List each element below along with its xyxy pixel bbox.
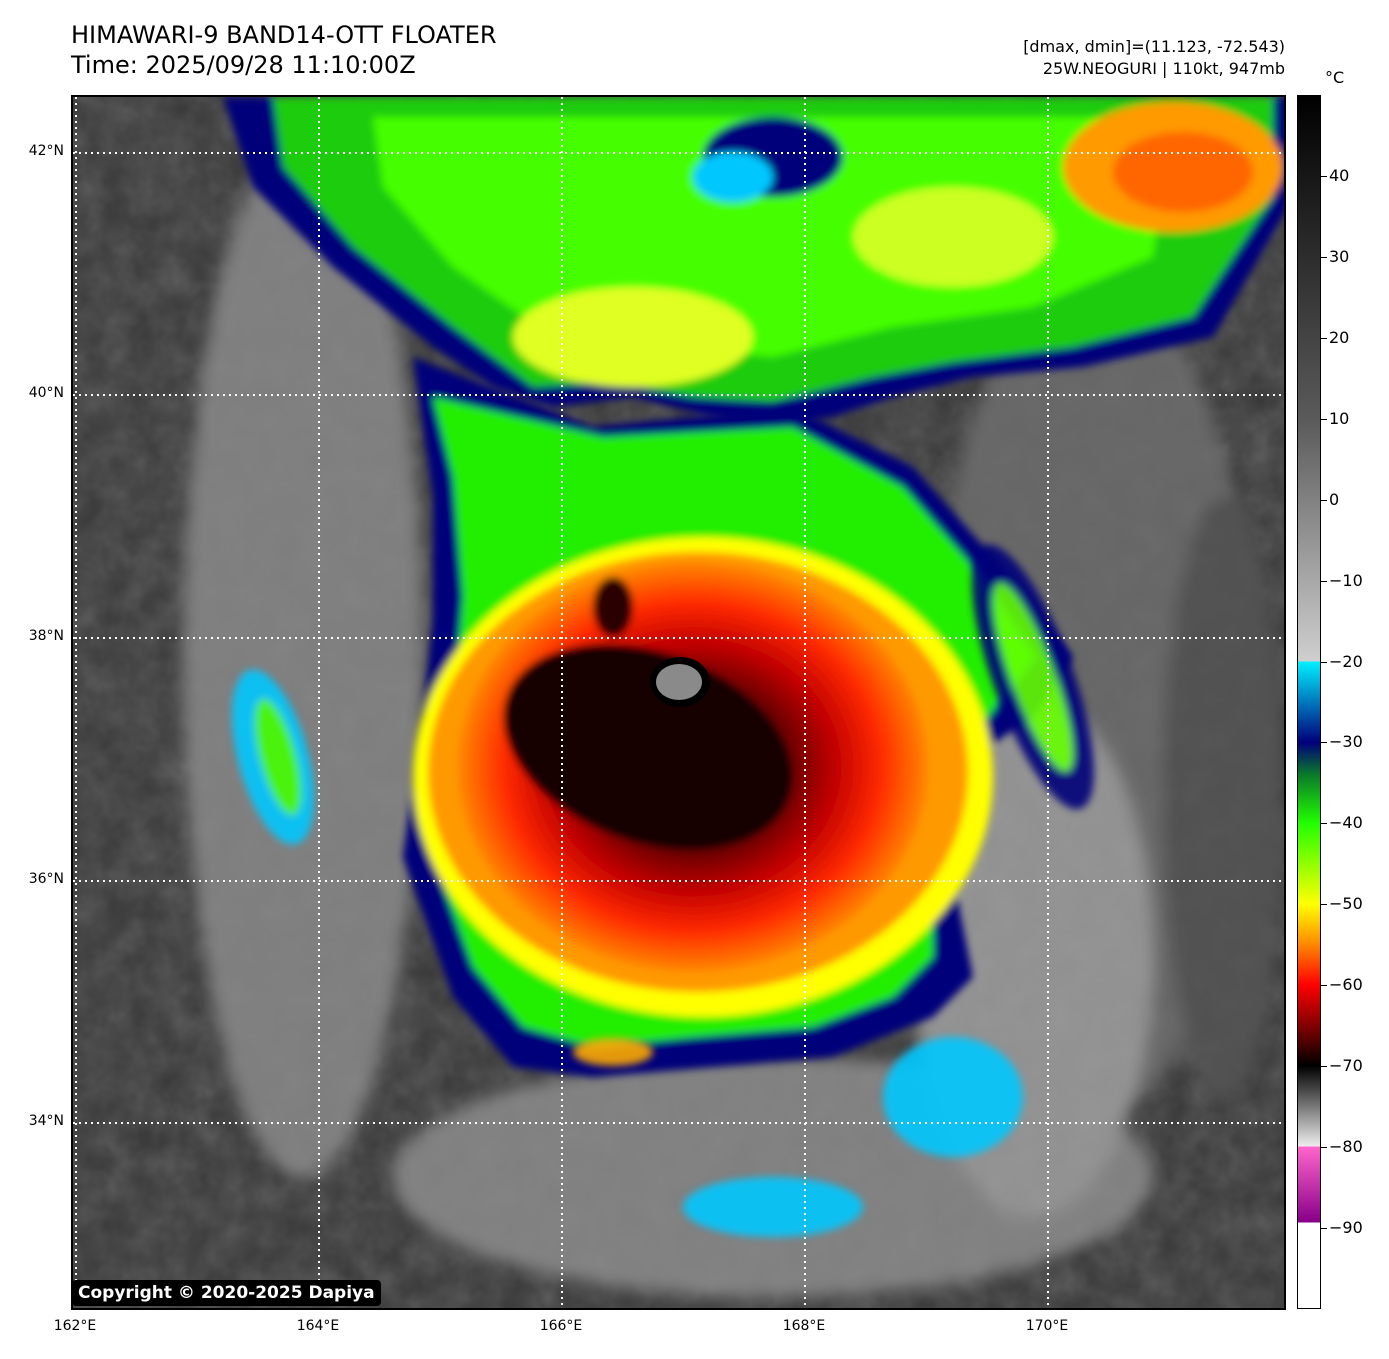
colorbar-tick [1321, 1147, 1327, 1149]
typhoon-cloud [403, 357, 1073, 1077]
graticule [73, 97, 1284, 1308]
lat-label-36N: 36°N [28, 871, 64, 887]
colorbar-tick [1321, 175, 1327, 177]
lat-label-38N: 38°N [28, 628, 64, 644]
colorbar-tick [1321, 1066, 1327, 1068]
colorbar-tick-label: −90 [1329, 1218, 1363, 1238]
colorbar [1297, 95, 1321, 1309]
satellite-image [71, 95, 1286, 1310]
lon-label-166E: 166°E [539, 1318, 583, 1334]
lat-label-34N: 34°N [28, 1113, 64, 1129]
copyright-notice: Copyright © 2020-2025 Dapiya [72, 1280, 381, 1306]
colorbar-tick-label: −60 [1329, 975, 1363, 995]
colorbar-tick [1321, 256, 1327, 258]
lon-label-170E: 170°E [1025, 1318, 1069, 1334]
lon-label-162E: 162°E [53, 1318, 97, 1334]
northern-cloud-shield [223, 97, 1284, 427]
lat-label-40N: 40°N [28, 385, 64, 401]
colorbar-tick [1321, 985, 1327, 987]
typhoon-eye [656, 664, 702, 700]
data-range-info: [dmax, dmin]=(11.123, -72.543) [1023, 37, 1285, 56]
storm-info: 25W.NEOGURI | 110kt, 947mb [1042, 59, 1285, 78]
colorbar-tick-label: −30 [1329, 732, 1363, 752]
colorbar-tick-label: −80 [1329, 1137, 1363, 1157]
colorbar-tick [1321, 337, 1327, 339]
colorbar-tick [1321, 580, 1327, 582]
colorbar-tick-label: 0 [1329, 489, 1340, 509]
colorbar-tick [1321, 823, 1327, 825]
colorbar-tick-label: −70 [1329, 1056, 1363, 1076]
colorbar-tick [1321, 1228, 1327, 1230]
colorbar-tick-label: −20 [1329, 651, 1363, 671]
map-title: HIMAWARI-9 BAND14-OTT FLOATER [71, 21, 497, 49]
colorbar-tick [1321, 418, 1327, 420]
map-time: Time: 2025/09/28 11:10:00Z [71, 51, 416, 79]
lon-label-168E: 168°E [782, 1318, 826, 1334]
lon-label-164E: 164°E [296, 1318, 340, 1334]
colorbar-tick-label: −40 [1329, 813, 1363, 833]
colorbar-tick-label: 10 [1329, 408, 1350, 428]
colorbar-tick [1321, 661, 1327, 663]
colorbar-tick [1321, 904, 1327, 906]
colorbar-tick-label: −10 [1329, 570, 1363, 590]
colorbar-tick-label: 40 [1329, 165, 1350, 185]
ir-imagery [73, 97, 1284, 1308]
colorbar-tick-label: 30 [1329, 246, 1350, 266]
colorbar-tick-label: −50 [1329, 894, 1363, 914]
colorbar-tick [1321, 742, 1327, 744]
colorbar-unit: °C [1325, 68, 1345, 87]
rain-bands [231, 544, 1094, 1237]
colorbar-tick [1321, 499, 1327, 501]
lat-label-42N: 42°N [28, 143, 64, 159]
colorbar-tick-label: 20 [1329, 327, 1350, 347]
